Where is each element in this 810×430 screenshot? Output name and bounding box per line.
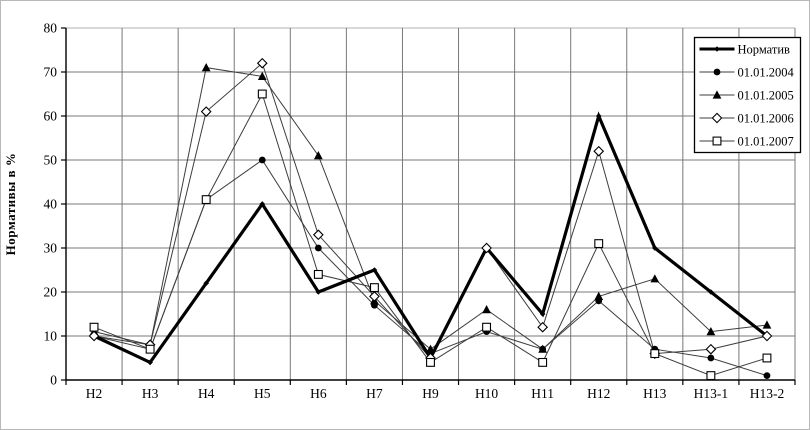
triangle-marker bbox=[594, 291, 604, 300]
triangle-marker bbox=[650, 274, 660, 283]
open-diamond-marker bbox=[711, 112, 723, 124]
open-square-marker bbox=[257, 89, 267, 99]
filled-diamond-marker bbox=[315, 289, 322, 295]
open-square-marker bbox=[201, 195, 211, 205]
circle-marker bbox=[713, 68, 721, 76]
x-category-label: Н5 bbox=[254, 386, 271, 401]
x-category-label: Н12 bbox=[587, 386, 610, 401]
filled-diamond-marker bbox=[595, 113, 602, 119]
open-square-marker bbox=[145, 344, 155, 354]
circle-marker bbox=[314, 244, 322, 252]
series-y2005 bbox=[93, 67, 768, 350]
x-category-label: Н7 bbox=[366, 386, 383, 401]
triangle-marker bbox=[762, 320, 772, 329]
series-y2007 bbox=[93, 92, 768, 377]
open-square-marker bbox=[482, 322, 492, 332]
open-diamond-marker bbox=[481, 242, 492, 254]
y-tick-label: 50 bbox=[44, 153, 58, 168]
legend-label-y2006: 01.01.2006 bbox=[738, 112, 794, 126]
filled-diamond-marker bbox=[539, 311, 546, 317]
y-tick-label: 70 bbox=[44, 65, 58, 80]
markers-normativ bbox=[91, 113, 770, 366]
open-diamond-marker bbox=[537, 321, 549, 333]
open-square-marker bbox=[706, 371, 716, 381]
open-square-marker bbox=[762, 353, 772, 363]
legend-label-y2007: 01.01.2007 bbox=[738, 135, 794, 149]
open-diamond-marker bbox=[88, 330, 100, 342]
y-tick-label: 0 bbox=[50, 373, 57, 388]
triangle-marker bbox=[538, 344, 548, 353]
circle-marker bbox=[258, 156, 266, 164]
y-tick-label: 10 bbox=[44, 329, 58, 344]
open-diamond-marker bbox=[369, 291, 380, 302]
legend-label-y2005: 01.01.2005 bbox=[738, 89, 794, 103]
x-category-label: Н13-2 bbox=[750, 386, 785, 401]
series-y2004 bbox=[93, 159, 768, 377]
series-normativ bbox=[93, 111, 768, 365]
open-square-marker bbox=[650, 349, 660, 359]
triangle-marker bbox=[313, 151, 323, 160]
open-diamond-marker bbox=[200, 106, 212, 117]
open-diamond-marker bbox=[256, 57, 268, 69]
triangle-marker bbox=[482, 305, 491, 314]
filled-diamond-marker bbox=[708, 289, 714, 295]
legend-label-y2004: 01.01.2004 bbox=[738, 66, 795, 80]
triangle-marker bbox=[426, 344, 435, 353]
x-category-label: Н11 bbox=[531, 386, 554, 401]
filled-diamond-marker bbox=[147, 359, 153, 366]
markers-y2006 bbox=[88, 57, 773, 364]
open-diamond-marker bbox=[593, 145, 605, 157]
y-tick-label: 80 bbox=[44, 21, 58, 36]
filled-diamond-marker bbox=[203, 280, 209, 286]
filled-diamond-marker bbox=[714, 46, 720, 52]
y-tick-label: 20 bbox=[44, 285, 58, 300]
y-tick-label: 40 bbox=[44, 197, 58, 212]
filled-diamond-marker bbox=[259, 201, 266, 207]
open-square-marker bbox=[538, 357, 548, 367]
circle-marker bbox=[763, 372, 771, 379]
series-line-y2004 bbox=[93, 159, 768, 377]
x-category-label: Н6 bbox=[310, 386, 327, 401]
series-y2006 bbox=[93, 62, 768, 359]
legend-label-normativ: Норматив bbox=[738, 43, 791, 57]
series-line-y2007 bbox=[93, 92, 768, 377]
y-axis-title: Нормативы в % bbox=[3, 153, 18, 256]
open-diamond-marker bbox=[312, 229, 324, 241]
open-square-marker bbox=[89, 322, 99, 332]
markers-y2005 bbox=[89, 63, 772, 353]
x-category-label: Н10 bbox=[475, 386, 498, 401]
series-line-normativ bbox=[93, 111, 768, 365]
x-category-label: Н3 bbox=[142, 386, 159, 401]
filled-diamond-marker bbox=[371, 267, 378, 273]
x-category-label: Н2 bbox=[86, 386, 103, 401]
triangle-marker bbox=[201, 63, 211, 72]
open-square-marker bbox=[313, 269, 323, 279]
open-square-marker bbox=[712, 136, 722, 146]
circle-marker bbox=[707, 354, 715, 362]
markers-y2007 bbox=[89, 89, 772, 381]
x-category-label: Н9 bbox=[422, 386, 439, 401]
x-category-label: Н13-1 bbox=[694, 386, 729, 401]
open-square-marker bbox=[369, 283, 379, 293]
x-category-label: Н4 bbox=[198, 386, 215, 401]
open-diamond-marker bbox=[705, 343, 717, 355]
legend: Норматив 01.01.2004 01.01.2005 01.01.2006 01… bbox=[693, 36, 802, 154]
y-tick-label: 30 bbox=[44, 241, 58, 256]
x-category-label: Н13 bbox=[643, 386, 666, 401]
series-line-y2005 bbox=[93, 67, 768, 350]
open-square-marker bbox=[594, 239, 604, 249]
open-diamond-marker bbox=[761, 330, 773, 342]
triangle-marker bbox=[706, 327, 716, 336]
triangle-marker bbox=[712, 90, 722, 99]
y-tick-label: 60 bbox=[44, 109, 58, 124]
axes: 0 10 20 30 40 50 60 70 80 Н2 Н3 Н4 Н5 Н6 Н7 Н9 Н10 Н11 Н12… bbox=[44, 21, 796, 401]
filled-diamond-marker bbox=[652, 245, 658, 251]
series-line-y2006 bbox=[93, 62, 768, 359]
open-square-marker bbox=[426, 357, 435, 367]
triangle-marker bbox=[257, 71, 267, 80]
